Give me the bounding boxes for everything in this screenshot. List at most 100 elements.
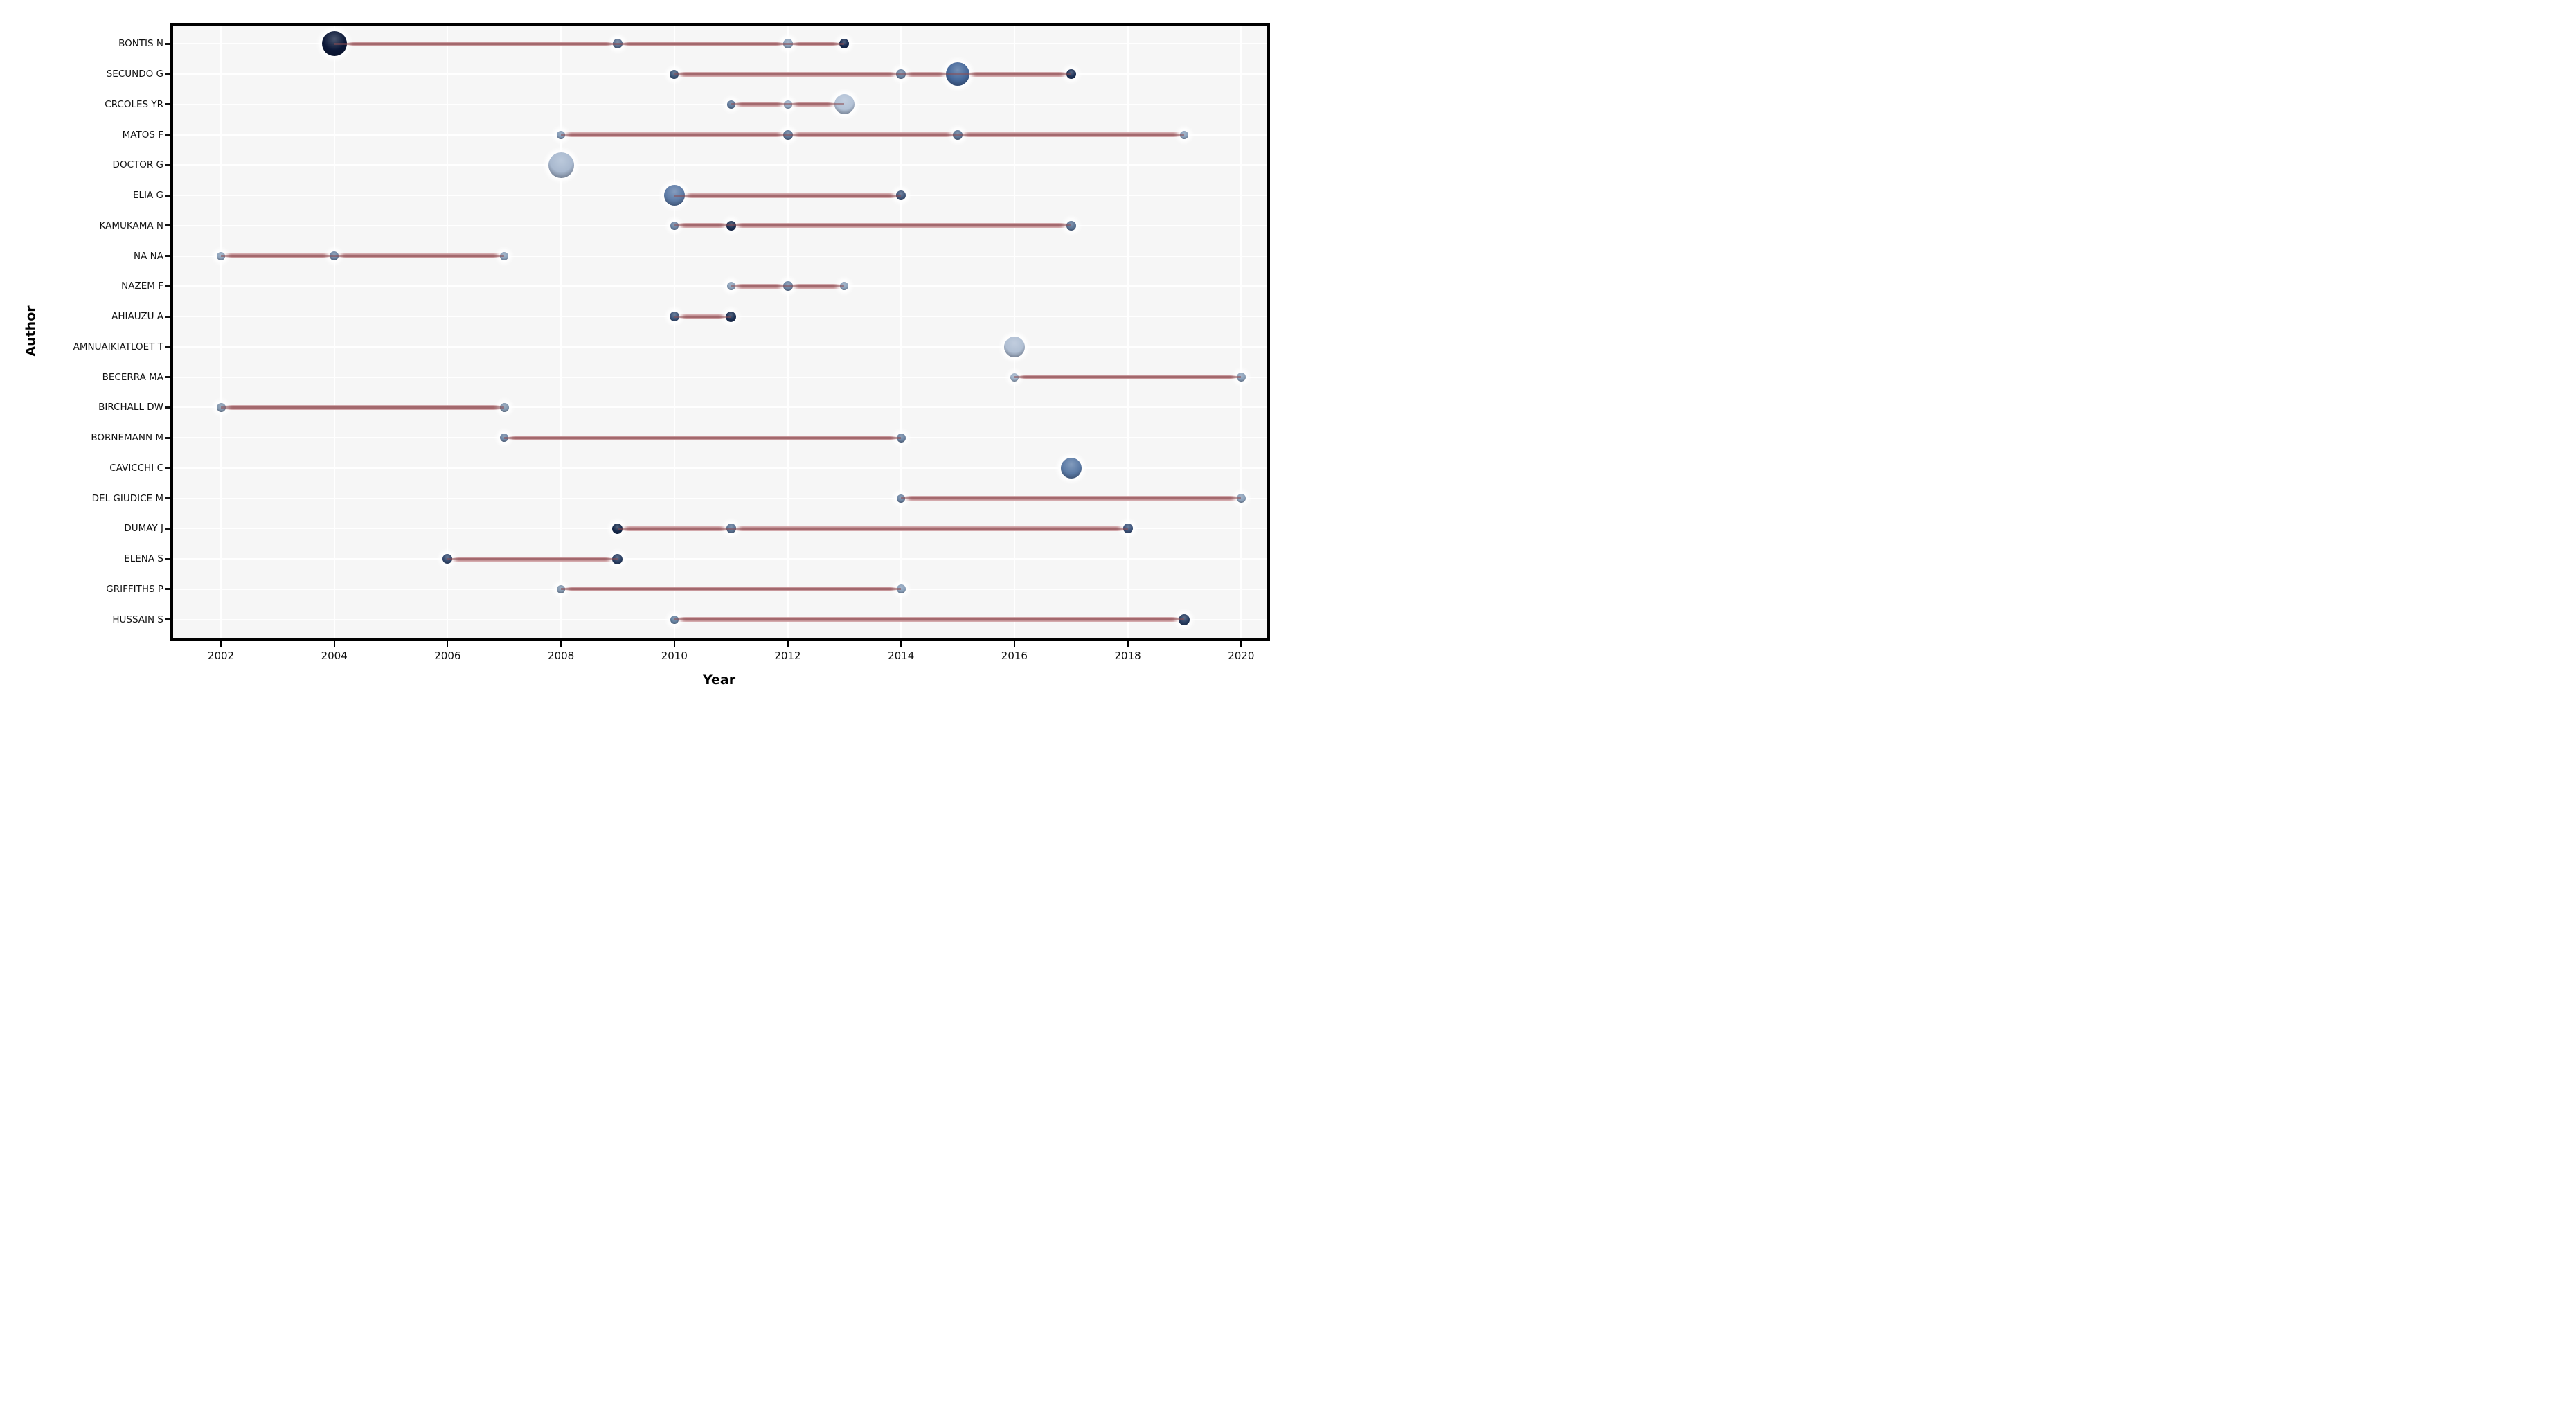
x-tick-label: 2012	[774, 650, 801, 662]
y-tick-label: HUSSAIN S	[112, 614, 163, 625]
y-tick-mark	[165, 285, 170, 287]
y-tick-label: AHIAUZU A	[111, 311, 163, 323]
y-tick-mark	[165, 315, 170, 318]
y-tick-mark	[165, 557, 170, 560]
timeline-line-core	[901, 497, 1242, 500]
y-tick-mark	[165, 134, 170, 136]
x-gridline	[1127, 26, 1129, 638]
x-tick-mark	[560, 641, 562, 647]
x-gridline	[787, 26, 789, 638]
production-point	[840, 282, 849, 291]
y-tick-mark	[165, 73, 170, 75]
x-gridline	[333, 26, 335, 638]
y-tick-mark	[165, 467, 170, 470]
y-tick-label: DUMAY J	[124, 523, 163, 535]
y-tick-label: BONTIS N	[118, 38, 163, 50]
production-point	[548, 152, 574, 178]
y-tick-label: ELENA S	[124, 553, 163, 565]
y-tick-label: CRCOLES YR	[105, 98, 163, 110]
y-tick-label: BIRCHALL DW	[98, 402, 163, 413]
timeline-line-core	[221, 255, 505, 258]
y-tick-label: MATOS F	[122, 129, 163, 141]
x-gridline	[1013, 26, 1015, 638]
y-tick-mark	[165, 436, 170, 439]
timeline-line-core	[221, 406, 505, 409]
x-tick-label: 2016	[1001, 650, 1028, 662]
timeline-line-core	[731, 103, 845, 106]
y-gridline	[173, 255, 1267, 257]
y-tick-label: AMNUAIKIATLOET T	[73, 341, 163, 352]
y-tick-label: NAZEM F	[121, 280, 163, 292]
x-tick-label: 2010	[661, 650, 688, 662]
y-tick-label: DOCTOR G	[112, 159, 163, 171]
x-gridline	[560, 26, 562, 638]
y-tick-label: BECERRA MA	[102, 371, 163, 383]
production-point	[1122, 524, 1133, 534]
production-point	[1066, 69, 1076, 80]
x-tick-label: 2004	[321, 650, 348, 662]
x-tick-label: 2006	[434, 650, 461, 662]
production-point	[612, 553, 623, 564]
x-tick-label: 2020	[1228, 650, 1255, 662]
production-point	[1180, 130, 1189, 139]
y-tick-mark	[165, 255, 170, 258]
y-gridline	[173, 346, 1267, 348]
y-gridline	[173, 285, 1267, 287]
y-tick-label: SECUNDO G	[106, 69, 163, 80]
x-tick-label: 2014	[888, 650, 915, 662]
timeline-line-core	[674, 618, 1185, 621]
y-tick-mark	[165, 588, 170, 591]
x-gridline	[673, 26, 675, 638]
x-tick-label: 2008	[548, 650, 575, 662]
y-gridline	[173, 497, 1267, 499]
production-point	[1066, 220, 1076, 231]
x-tick-mark	[1013, 641, 1015, 647]
y-gridline	[173, 558, 1267, 560]
y-tick-label: BORNEMANN M	[91, 432, 163, 444]
y-tick-label: KAMUKAMA N	[99, 220, 163, 231]
timeline-line-core	[561, 134, 1185, 136]
timeline-line-core	[334, 42, 845, 45]
y-gridline	[173, 164, 1267, 166]
x-tick-mark	[673, 641, 675, 647]
y-gridline	[173, 376, 1267, 378]
production-point	[1236, 373, 1246, 382]
authors-production-over-time-chart: Year Author 2002 2004 2006 2008 2010 2012 2014…	[0, 0, 1288, 702]
y-tick-mark	[165, 194, 170, 197]
production-point	[1179, 614, 1190, 625]
x-gridline	[1240, 26, 1242, 638]
production-point	[1060, 457, 1082, 479]
timeline-line-core	[504, 436, 902, 439]
timeline-line-core	[561, 588, 902, 591]
production-point	[896, 584, 906, 594]
y-tick-mark	[165, 163, 170, 166]
x-tick-mark	[333, 641, 335, 647]
timeline-line-core	[674, 224, 1071, 227]
x-tick-mark	[900, 641, 902, 647]
y-tick-mark	[165, 497, 170, 500]
y-tick-mark	[165, 103, 170, 106]
y-tick-mark	[165, 618, 170, 621]
y-tick-label: DEL GIUDICE M	[91, 492, 163, 504]
production-point	[839, 39, 850, 49]
timeline-line-core	[447, 557, 618, 560]
x-gridline	[447, 26, 449, 638]
x-tick-mark	[447, 641, 449, 647]
x-axis-title: Year	[703, 672, 736, 688]
timeline-line-core	[674, 194, 902, 197]
timeline-line-core	[674, 73, 1071, 75]
y-tick-label: GRIFFITHS P	[106, 583, 163, 595]
y-gridline	[173, 103, 1267, 105]
x-gridline	[900, 26, 902, 638]
timeline-line-core	[731, 285, 845, 287]
y-tick-mark	[165, 376, 170, 379]
production-point	[500, 251, 509, 260]
y-gridline	[173, 467, 1267, 469]
production-point	[896, 433, 906, 443]
production-point	[896, 190, 906, 201]
x-tick-mark	[1240, 641, 1242, 647]
x-tick-label: 2018	[1114, 650, 1141, 662]
x-gridline	[220, 26, 222, 638]
x-tick-mark	[787, 641, 789, 647]
timeline-line-core	[674, 315, 731, 318]
